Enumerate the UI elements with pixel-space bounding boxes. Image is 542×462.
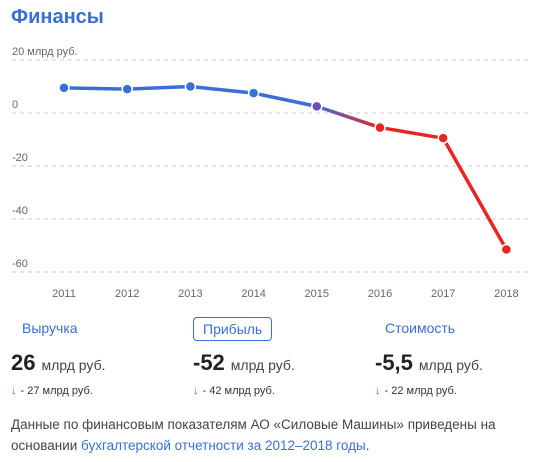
profit-value: -52 млрд руб. [193,350,295,376]
revenue-delta-text: - 27 млрд руб. [20,385,93,397]
revenue-number: 26 [11,350,36,375]
x-tick-label: 2013 [178,288,202,300]
cost-delta: ↓ - 22 млрд руб. [375,385,457,397]
cost-number: -5,5 [375,350,413,375]
down-arrow-icon: ↓ [193,385,199,397]
x-tick-label: 2016 [368,288,392,300]
x-tick-label: 2017 [431,288,455,300]
metric-value-tab[interactable]: Стоимость [385,320,456,336]
x-tick-label: 2014 [241,288,265,300]
series-line-segment [188,84,256,95]
cost-delta-text: - 22 млрд руб. [384,385,457,397]
y-tick-label: 20 млрд руб. [12,46,78,58]
profit-number: -52 [193,350,225,375]
x-tick-label: 2011 [52,288,76,300]
y-tick-label: -20 [12,152,28,164]
data-point [121,83,133,95]
series-line-segment [125,84,193,91]
profit-delta: ↓ - 42 млрд руб. [193,385,275,397]
data-point [437,132,449,144]
cost-unit: млрд руб. [418,357,483,373]
revenue-unit: млрд руб. [41,357,106,373]
data-point [58,82,70,94]
x-tick-label: 2015 [305,288,329,300]
series-line-segment [378,125,445,140]
down-arrow-icon: ↓ [375,385,381,397]
page-title: Финансы [11,6,104,28]
y-tick-label: 0 [12,99,18,111]
revenue-delta: ↓ - 27 млрд руб. [11,385,93,397]
data-point [247,87,260,99]
down-arrow-icon: ↓ [11,385,17,397]
data-point [500,243,513,256]
cost-value: -5,5 млрд руб. [375,350,483,376]
reports-link[interactable]: бухгалтерской отчетности за 2012–2018 го… [81,438,366,453]
data-point [311,100,323,113]
series-line-segment [251,91,319,109]
profit-delta-text: - 42 млрд руб. [202,385,275,397]
metric-revenue-tab[interactable]: Выручка [22,320,78,336]
data-point [374,121,386,134]
x-tick-label: 2012 [115,288,139,300]
y-tick-label: -40 [12,205,28,217]
profit-unit: млрд руб. [230,357,295,373]
x-tick-label: 2018 [494,288,518,300]
series-line-segment [315,104,382,130]
profit-line-chart: 20 млрд руб. 0 -20 -40 -60 2011 2012 2013 2014 2… [12,46,530,300]
footnote: Данные по финансовым показателям АО «Сил… [11,414,531,456]
footnote-end: . [365,438,370,453]
y-tick-label: -60 [12,258,28,270]
series-line-segment [62,86,129,91]
metric-profit-tab[interactable]: Прибыль [193,317,273,341]
revenue-value: 26 млрд руб. [11,350,106,376]
footnote-text: Данные по финансовым показателям АО «Сил… [11,417,496,453]
data-point [184,80,197,93]
series-line-segment [441,136,509,252]
